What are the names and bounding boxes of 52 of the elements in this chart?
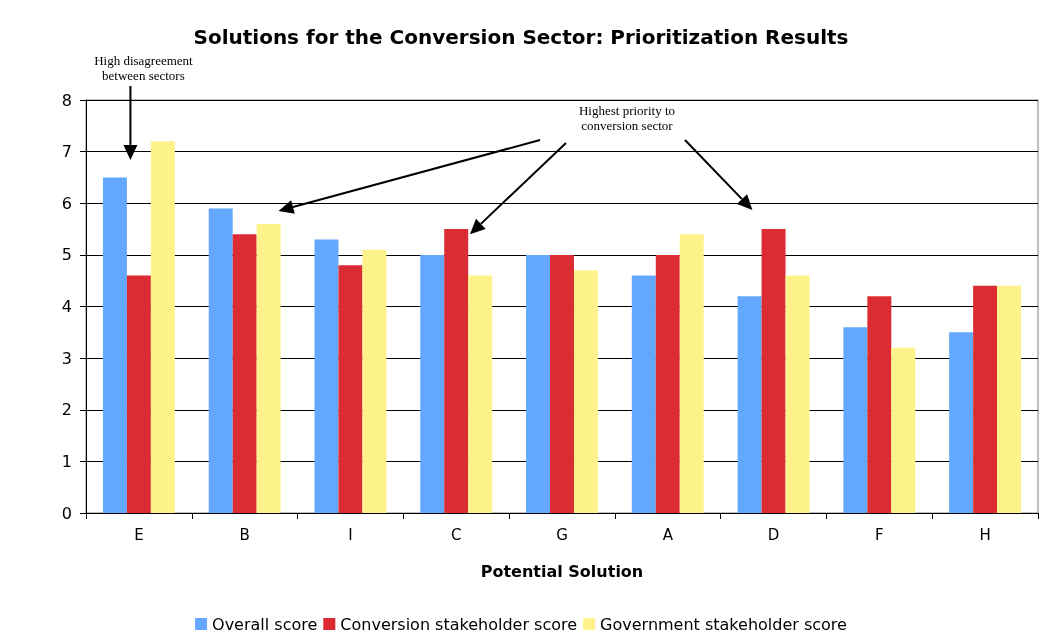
bar xyxy=(949,332,974,513)
x-tick-label: H xyxy=(979,525,991,544)
x-tick-label: A xyxy=(662,525,674,544)
y-tick-label: 2 xyxy=(61,400,72,420)
bar xyxy=(102,177,127,513)
legend-label: Conversion stakeholder score xyxy=(340,614,578,634)
bar xyxy=(526,254,551,513)
bar xyxy=(232,234,257,513)
x-axis-title: Potential Solution xyxy=(480,561,644,581)
bar xyxy=(737,296,762,513)
x-tick-label: B xyxy=(239,525,250,544)
bar xyxy=(314,239,339,513)
bar xyxy=(150,141,175,513)
bar xyxy=(468,275,493,513)
y-tick-label: 7 xyxy=(61,142,72,162)
x-tick-label: C xyxy=(450,525,462,544)
y-tick-label: 4 xyxy=(61,297,72,316)
bar xyxy=(867,296,892,513)
bar xyxy=(208,208,233,513)
legend-label: Government stakeholder score xyxy=(600,614,847,634)
bar xyxy=(550,254,574,513)
bar xyxy=(362,249,387,513)
x-tick-label: F xyxy=(875,525,884,544)
text: High disagreement between sectors xyxy=(93,53,194,83)
y-tick-label: 3 xyxy=(61,348,72,368)
bar xyxy=(444,229,469,513)
bar xyxy=(573,270,598,513)
legend-label: Overall score xyxy=(212,614,318,634)
bar xyxy=(761,229,786,513)
bar xyxy=(256,223,281,513)
x-tick-label: G xyxy=(556,525,568,544)
x-tick-label: E xyxy=(134,525,144,544)
bar xyxy=(126,275,151,513)
bar xyxy=(891,347,916,513)
y-tick-label: 8 xyxy=(61,90,72,110)
x-tick-label: D xyxy=(767,525,780,544)
bar xyxy=(973,285,998,513)
bar xyxy=(631,275,656,513)
y-tick-label: 1 xyxy=(61,451,72,471)
bar xyxy=(785,275,810,513)
y-tick-label: 0 xyxy=(61,503,72,523)
bar xyxy=(338,265,363,513)
y-tick-label: 6 xyxy=(61,193,72,213)
x-tick-label: I xyxy=(348,525,353,544)
bar xyxy=(420,254,445,513)
bar xyxy=(997,285,1022,513)
chart-title: Solutions for the Conversion Sector: Prioritization Results xyxy=(193,25,849,49)
y-tick-label: 5 xyxy=(61,245,72,265)
bar xyxy=(655,254,680,513)
bar xyxy=(679,234,704,513)
bar xyxy=(843,327,868,513)
annotation: Highest priority to conversion sector xyxy=(577,103,676,133)
